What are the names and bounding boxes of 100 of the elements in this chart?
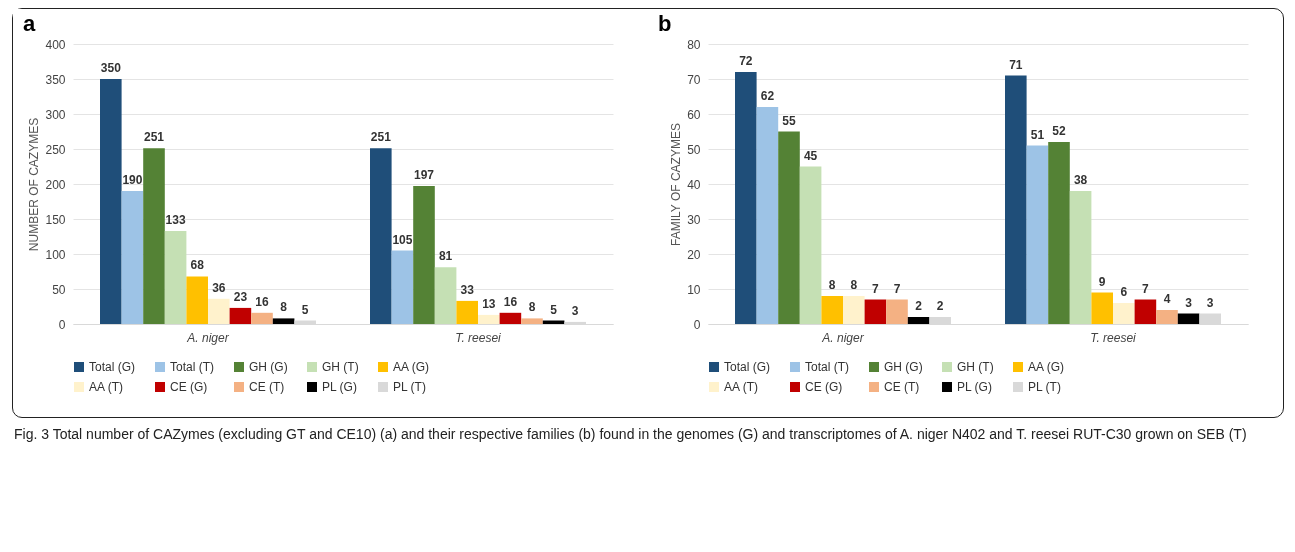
chart-title: b (658, 11, 672, 36)
y-tick-label: 300 (45, 107, 66, 122)
legend-label: Total (T) (170, 360, 215, 374)
data-label: 7 (893, 281, 901, 296)
bar (478, 314, 500, 324)
data-label: 3 (1206, 295, 1214, 310)
data-label: 105 (392, 232, 413, 247)
data-label: 5 (550, 302, 558, 317)
bar (778, 131, 800, 324)
bar (1177, 313, 1200, 324)
legend-label: AA (G) (393, 360, 430, 374)
data-label: 51 (1030, 127, 1045, 142)
bar (864, 299, 887, 324)
bar (735, 72, 757, 324)
data-label: 197 (413, 168, 435, 183)
y-axis-title: NUMBER OF CAZYMES (27, 117, 42, 252)
data-label: 251 (143, 130, 165, 145)
data-label: 2 (915, 299, 923, 313)
data-label: 72 (739, 54, 753, 68)
y-tick-label: 30 (687, 212, 701, 227)
y-tick-label: 250 (45, 142, 66, 157)
legend-label: PL (T) (393, 380, 426, 394)
y-tick-label: 350 (45, 72, 66, 87)
data-label: 8 (850, 278, 858, 292)
legend-label: PL (T) (1028, 380, 1061, 394)
data-label: 16 (503, 294, 518, 309)
y-tick-label: 0 (58, 317, 66, 332)
y-tick-label: 80 (687, 37, 701, 52)
legend-label: CE (G) (805, 380, 843, 394)
data-label: 9 (1098, 274, 1106, 289)
data-label: 4 (1163, 292, 1171, 306)
bar (143, 148, 165, 324)
data-label: 8 (528, 300, 536, 315)
data-label: 16 (255, 294, 269, 309)
x-tick-label: T. reesei (455, 330, 502, 345)
bar (1005, 75, 1027, 324)
y-tick-label: 50 (52, 282, 66, 297)
y-tick-label: 10 (687, 282, 701, 297)
x-tick-label: T. reesei (1090, 330, 1137, 345)
y-tick-label: 400 (45, 37, 66, 52)
legend-label: CE (T) (884, 380, 920, 394)
bar (907, 317, 930, 324)
y-axis-title: FAMILY OF CAZYMES (669, 123, 684, 246)
data-label: 350 (100, 61, 122, 75)
data-label: 2 (936, 299, 944, 313)
data-label: 81 (438, 249, 453, 264)
legend-label: AA (T) (724, 380, 759, 394)
legend-label: PL (G) (322, 380, 357, 394)
bar (799, 166, 822, 324)
y-tick-label: 40 (687, 177, 701, 192)
data-label: 5 (301, 302, 309, 317)
data-label: 23 (233, 289, 248, 304)
data-label: 8 (280, 300, 288, 315)
legend-label: AA (G) (1028, 360, 1065, 374)
bar (821, 296, 843, 324)
bar (1113, 303, 1135, 324)
legend-label: CE (T) (249, 380, 285, 394)
x-tick-label: A. niger (821, 330, 865, 345)
chart-title: a (23, 11, 36, 36)
data-label: 133 (165, 212, 186, 227)
legend-label: GH (T) (322, 360, 359, 374)
data-label: 68 (190, 258, 205, 273)
bar (1069, 191, 1092, 324)
bar (121, 191, 144, 324)
bar (1026, 145, 1049, 324)
bar (208, 298, 230, 324)
y-tick-label: 60 (687, 107, 701, 122)
data-label: 251 (370, 130, 392, 145)
data-label: 52 (1052, 124, 1066, 138)
data-label: 7 (1142, 281, 1150, 296)
data-label: 45 (803, 148, 818, 163)
data-label: 190 (122, 173, 143, 187)
y-tick-label: 200 (45, 177, 66, 192)
bar (100, 79, 122, 324)
data-label: 3 (1185, 295, 1193, 310)
legend-label: Total (T) (805, 360, 850, 374)
legend-label: GH (T) (957, 360, 994, 374)
bar (456, 300, 478, 324)
data-label: 36 (212, 280, 226, 295)
data-label: 71 (1009, 57, 1023, 72)
caption: Fig. 3 Total number of CAZymes (excluding GT and CE10) (a) and their respective families (b) found in the genomes (G) and transcriptomes of A. niger N402 and T. reesei RUT-C30 grown on SEB (T) (14, 425, 1248, 444)
data-label: 55 (782, 113, 796, 128)
bar (886, 299, 908, 324)
legend-label: CE (G) (170, 380, 208, 394)
y-tick-label: 0 (693, 317, 701, 332)
legend-label: Total (G) (724, 360, 771, 374)
bar (434, 267, 457, 324)
bar (756, 107, 779, 324)
data-label: 7 (872, 281, 880, 296)
data-label: 33 (460, 282, 475, 297)
x-tick-label: A. niger (186, 330, 230, 345)
legend-label: PL (G) (957, 380, 992, 394)
bar (186, 276, 208, 324)
data-label: 38 (1073, 173, 1088, 187)
data-label: 3 (571, 303, 579, 318)
bar (370, 148, 392, 324)
y-tick-label: 50 (687, 142, 701, 157)
bar (391, 250, 414, 324)
bar (1156, 310, 1178, 324)
y-tick-label: 100 (45, 247, 66, 262)
